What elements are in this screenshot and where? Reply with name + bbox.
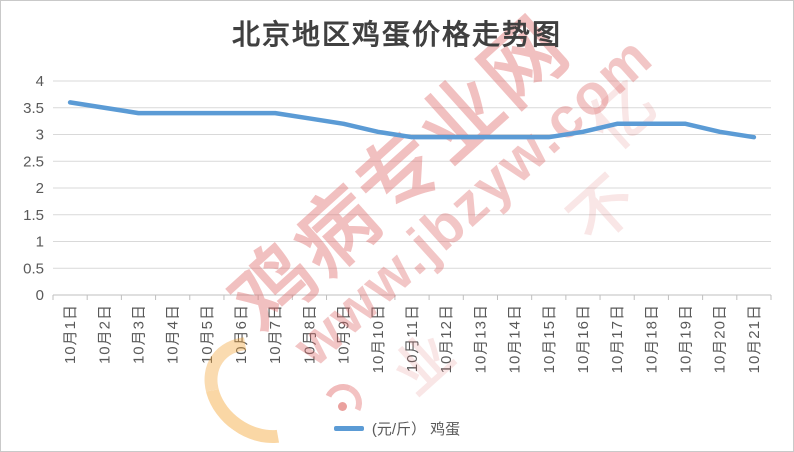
x-axis-label: 10月13日 xyxy=(472,304,489,373)
chart-title: 北京地区鸡蛋价格走势图 xyxy=(231,20,562,51)
legend-line-swatch xyxy=(333,426,364,431)
x-axis-label: 10月7日 xyxy=(267,304,284,364)
y-axis-label: 2.5 xyxy=(23,153,44,170)
y-axis-label: 3 xyxy=(36,127,44,144)
x-axis-label: 10月18日 xyxy=(643,304,660,373)
x-axis-label: 10月12日 xyxy=(438,304,455,373)
x-axis-label: 10月19日 xyxy=(678,304,695,373)
x-axis-label: 10月10日 xyxy=(370,304,387,373)
x-axis-label: 10月21日 xyxy=(746,304,763,373)
x-axis-label: 10月3日 xyxy=(130,304,147,364)
x-axis-label: 10月6日 xyxy=(233,304,250,364)
x-axis-label: 10月14日 xyxy=(507,304,524,373)
series-line xyxy=(67,100,757,140)
x-axis-label: 10月8日 xyxy=(301,304,318,364)
x-axis-label: 10月16日 xyxy=(575,304,592,373)
x-axis-label: 10月1日 xyxy=(62,304,79,364)
y-axis-label: 3.5 xyxy=(23,100,44,117)
y-axis-label: 4 xyxy=(36,73,44,90)
x-axis-label: 10月17日 xyxy=(609,304,626,373)
y-axis-label: 1.5 xyxy=(23,207,44,224)
x-axis-label: 10月9日 xyxy=(336,304,353,364)
y-axis-label: 0 xyxy=(36,287,44,304)
legend-label: (元/斤） 鸡蛋 xyxy=(371,421,461,438)
x-axis-label: 10月5日 xyxy=(199,304,216,364)
x-axis-label: 10月4日 xyxy=(165,304,182,364)
x-axis-label: 10月15日 xyxy=(541,304,558,373)
x-axis-label: 10月2日 xyxy=(96,304,113,364)
y-axis-label: 1 xyxy=(36,234,44,251)
legend: (元/斤） 鸡蛋 xyxy=(1,418,793,439)
y-axis-label: 0.5 xyxy=(23,260,44,277)
y-axis-label: 2 xyxy=(36,180,44,197)
x-axis-label: 10月11日 xyxy=(404,304,421,372)
x-axis-label: 10月20日 xyxy=(712,304,729,373)
